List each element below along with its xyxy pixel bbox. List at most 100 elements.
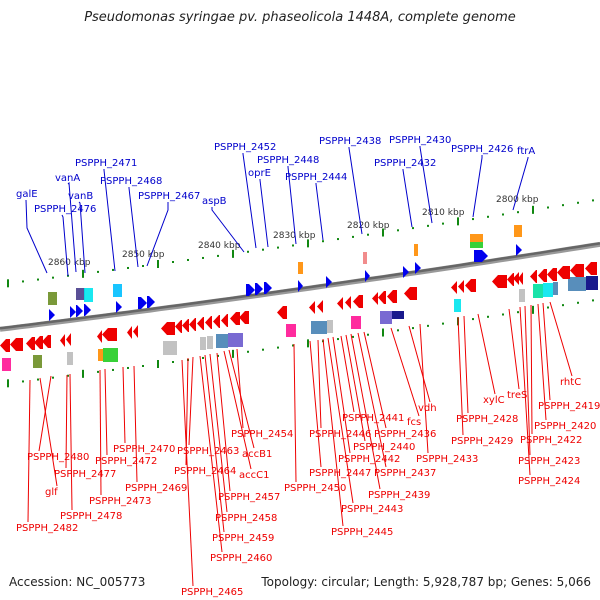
reverse-leader-line xyxy=(181,359,194,587)
reverse-leader-line xyxy=(345,334,366,442)
reverse-leader-line xyxy=(457,316,464,436)
reverse-leader-line xyxy=(542,302,551,401)
reverse-leader-line xyxy=(122,366,126,444)
feature-block xyxy=(568,277,586,291)
reverse-leader-line xyxy=(408,325,431,403)
forward-gene-arrow xyxy=(415,262,421,274)
reverse-leader-line xyxy=(293,343,297,483)
scale-tick-minor xyxy=(547,206,549,209)
scale-tick-minor xyxy=(262,248,264,251)
reverse-leader-line xyxy=(340,335,355,413)
reverse-leader-line xyxy=(357,332,387,468)
reverse-leader-line xyxy=(209,353,228,513)
reverse-gene-label: PSPPH_2478 xyxy=(60,511,122,522)
topology-text: Topology: circular; Length: 5,928,787 bp… xyxy=(261,575,591,589)
reverse-leader-line xyxy=(65,374,68,469)
scale-tick-minor xyxy=(427,224,429,227)
scale-tick-major xyxy=(7,379,9,388)
scale-tick-minor xyxy=(442,222,444,225)
scale-tick-minor xyxy=(487,315,489,318)
scale-tick-minor xyxy=(352,235,354,238)
forward-gene-arrow xyxy=(49,309,55,321)
reverse-leader-line xyxy=(27,379,31,523)
forward-gene-label: ftrA xyxy=(517,146,535,157)
feature-block xyxy=(76,288,85,300)
scale-tick-minor xyxy=(142,264,144,267)
reverse-gene-label: PSPPH_2464 xyxy=(174,466,236,477)
scale-tick-minor xyxy=(397,229,399,232)
reverse-gene-label: PSPPH_2463 xyxy=(177,446,239,457)
reverse-gene-arrow xyxy=(102,328,117,341)
scale-tick-minor xyxy=(337,238,339,241)
scale-tick-minor xyxy=(577,201,579,204)
scale-tick-minor xyxy=(562,204,564,207)
feature-block xyxy=(514,225,522,237)
scale-tick-minor xyxy=(367,333,369,336)
reverse-leader-line xyxy=(309,340,322,468)
scale-tick-major xyxy=(532,305,534,314)
reverse-gene-arrow xyxy=(317,300,323,313)
reverse-gene-arrow xyxy=(337,297,343,310)
feature-block xyxy=(228,333,243,347)
reverse-gene-label: PSPPH_2458 xyxy=(215,513,277,524)
forward-gene-label: PSPPH_2432 xyxy=(374,158,436,169)
scale-tick-major xyxy=(82,269,84,278)
forward-leader-line xyxy=(315,183,324,241)
scale-tick-major xyxy=(307,339,309,348)
forward-leader-line xyxy=(78,201,86,274)
reverse-gene-label: PSPPH_2420 xyxy=(534,421,596,432)
reverse-gene-label: PSPPH_2446 xyxy=(309,429,371,440)
reverse-gene-arrow xyxy=(26,337,35,350)
feature-block xyxy=(216,334,228,348)
scale-label: 2800 kbp xyxy=(496,195,539,205)
forward-leader-line xyxy=(67,181,77,273)
scale-tick-minor xyxy=(142,364,144,367)
forward-gene-label: PSPPH_2468 xyxy=(100,176,162,187)
forward-gene-label: PSPPH_2438 xyxy=(319,136,381,147)
reverse-gene-arrow xyxy=(378,291,386,304)
feature-block xyxy=(414,244,418,256)
feature-block xyxy=(298,262,303,274)
reverse-gene-label: PSPPH_2442 xyxy=(338,454,400,465)
forward-gene-label: vanB xyxy=(68,191,93,202)
scale-tick-minor xyxy=(262,348,264,351)
scale-tick-minor xyxy=(172,261,174,264)
forward-gene-arrow xyxy=(246,284,255,296)
reverse-gene-arrow xyxy=(513,272,519,285)
reverse-leader-line xyxy=(216,352,231,492)
reverse-gene-arrow xyxy=(34,336,43,349)
reverse-gene-arrow xyxy=(60,334,65,347)
reverse-gene-label: PSPPH_2443 xyxy=(341,504,403,515)
forward-gene-label: PSPPH_2430 xyxy=(389,135,451,146)
reverse-gene-arrow xyxy=(404,287,417,300)
reverse-gene-label: PSPPH_2465 xyxy=(181,587,243,598)
scale-tick-major xyxy=(307,239,309,248)
reverse-gene-arrow xyxy=(239,311,249,324)
scale-tick-minor xyxy=(487,215,489,218)
forward-gene-arrow xyxy=(147,296,155,308)
reverse-leader-line xyxy=(363,331,387,429)
reverse-gene-arrow xyxy=(309,301,315,314)
feature-block xyxy=(454,299,461,312)
reverse-leader-line xyxy=(537,303,547,421)
scale-label: 2830 kbp xyxy=(273,231,316,241)
scale-tick-minor xyxy=(52,376,54,379)
forward-leader-line xyxy=(211,207,245,253)
reverse-gene-label: PSPPH_2429 xyxy=(451,436,513,447)
reverse-leader-line xyxy=(39,377,58,487)
feature-block xyxy=(392,311,404,319)
scale-tick-minor xyxy=(367,233,369,236)
reverse-gene-label: xylC xyxy=(483,395,505,406)
scale-tick-minor xyxy=(202,256,204,259)
reverse-gene-arrow xyxy=(530,270,537,283)
reverse-leader-line xyxy=(519,306,531,476)
forward-leader-line xyxy=(348,147,363,235)
reverse-leader-line xyxy=(463,315,469,414)
reverse-gene-label: treS xyxy=(507,390,527,401)
reverse-gene-label: PSPPH_2470 xyxy=(113,444,175,455)
reverse-gene-label: PSPPH_2457 xyxy=(218,492,280,503)
scale-tick-minor xyxy=(112,268,114,271)
scale-label: 2810 kbp xyxy=(422,208,465,218)
scale-tick-minor xyxy=(187,258,189,261)
scale-tick-minor xyxy=(127,366,129,369)
